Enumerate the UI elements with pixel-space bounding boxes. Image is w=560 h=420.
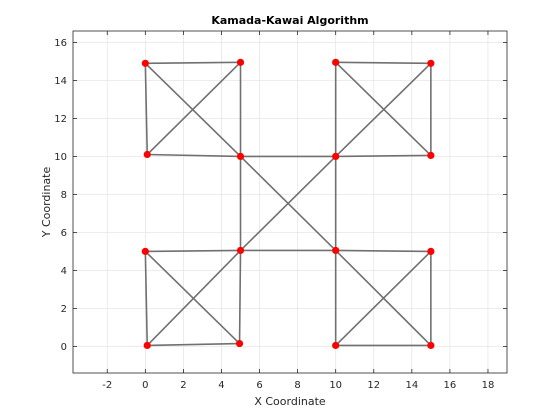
graph-node — [332, 152, 340, 160]
graph-edge — [335, 249, 431, 253]
graph-node — [236, 152, 245, 160]
graph-edges — [144, 61, 432, 347]
axes-box — [72, 30, 508, 374]
graph-node — [236, 58, 245, 66]
y-tick-label: 10 — [54, 152, 67, 163]
x-tick-label: 8 — [294, 380, 300, 391]
graph-node — [427, 151, 435, 160]
graph-node — [143, 341, 151, 350]
x-tick-label: 12 — [367, 380, 380, 391]
x-tick-label: -2 — [102, 380, 112, 391]
y-tick-label: 14 — [54, 76, 67, 87]
graph-nodes — [141, 58, 435, 350]
x-tick-label: 6 — [256, 380, 262, 391]
graph-node — [332, 246, 340, 255]
x-tick-label: 0 — [142, 380, 148, 391]
graph-edge — [145, 249, 241, 253]
y-axis-label: Y Coordinate — [40, 167, 53, 239]
graph-edge — [146, 249, 242, 347]
graph-edge — [144, 63, 149, 155]
x-tick-label: 18 — [482, 380, 495, 391]
graph-edge — [144, 250, 241, 345]
graph-edge — [239, 155, 337, 252]
graph-node — [141, 59, 149, 67]
x-tick-label: 14 — [405, 380, 418, 391]
graph-edge — [147, 153, 241, 158]
x-axis-label: X Coordinate — [254, 395, 326, 408]
x-tick-label: 2 — [180, 380, 186, 391]
graph-edge — [335, 154, 431, 158]
chart-title: Kamada-Kawai Algorithm — [211, 14, 368, 27]
graph-edge — [144, 62, 242, 157]
graph-node — [141, 247, 149, 255]
graph-edge — [145, 61, 241, 65]
x-axis-ticks: -2 0 2 4 6 8 10 12 14 16 18 — [102, 31, 494, 391]
graph-node — [235, 339, 244, 348]
y-tick-label: 0 — [61, 342, 67, 353]
y-axis-ticks: 0 2 4 6 8 10 12 14 16 — [54, 38, 507, 353]
x-tick-label: 10 — [329, 380, 342, 391]
graph-edge — [147, 342, 240, 347]
graph-edge — [335, 62, 432, 157]
graph-edge — [335, 61, 431, 65]
graph-node — [332, 58, 340, 66]
graph-edge — [146, 61, 242, 156]
y-tick-label: 16 — [54, 38, 67, 49]
graph-node — [143, 150, 151, 159]
y-tick-label: 8 — [61, 190, 67, 201]
y-tick-label: 6 — [61, 228, 67, 239]
y-tick-label: 12 — [54, 114, 67, 125]
graph-edge — [238, 250, 242, 344]
graph-node — [427, 341, 435, 350]
graph-edge — [335, 250, 432, 347]
graph-edge — [144, 251, 149, 346]
y-tick-label: 2 — [61, 304, 67, 315]
graph-node — [236, 246, 245, 255]
x-tick-label: 4 — [218, 380, 224, 391]
y-tick-label: 4 — [61, 266, 67, 277]
x-tick-label: 16 — [444, 380, 457, 391]
graph-node — [427, 247, 435, 255]
graph-node — [332, 341, 340, 350]
graph-node — [427, 59, 435, 67]
